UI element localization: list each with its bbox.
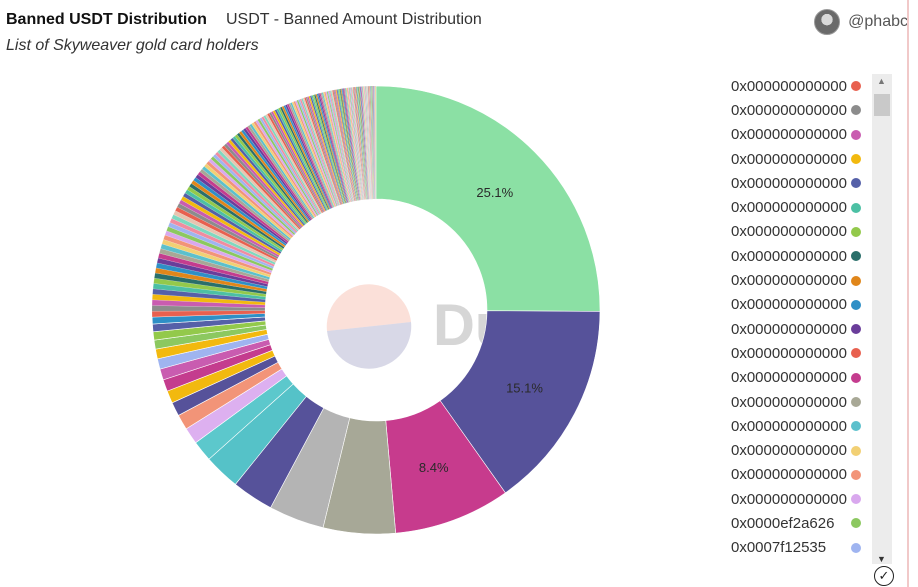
legend-swatch [851,518,861,529]
legend-label: 0x000000000000 [731,417,847,435]
legend-item[interactable]: 0x000000000000 [727,317,893,341]
legend-swatch [851,275,861,286]
dune-logo-lower-icon [327,322,412,369]
legend-label: 0x000000000000 [731,344,847,362]
legend-label: 0x000000000000 [731,442,847,460]
legend-item[interactable]: 0x000000000000 [727,341,893,365]
legend-item[interactable]: 0x000000000000 [727,414,893,438]
legend-item[interactable]: 0x000000000000 [727,268,893,292]
dune-logo-upper-icon [326,284,411,331]
legend-swatch [851,469,861,480]
panel-edge [907,0,909,587]
scroll-up-arrow-icon[interactable]: ▲ [877,76,886,86]
legend-label: 0x000000000000 [731,77,847,95]
chart-header: Banned USDT Distribution USDT - Banned A… [6,9,908,35]
legend-label: 0x000000000000 [731,320,847,338]
legend-item[interactable]: 0x000000000000 [727,195,893,219]
legend-label: 0x000000000000 [731,466,847,484]
legend-item[interactable]: 0x0000ef2a626 [727,511,893,535]
legend-swatch [851,154,861,165]
legend-item[interactable]: 0x000000000000 [727,487,893,511]
legend-swatch [851,494,861,505]
legend-item[interactable]: 0x000000000000 [727,463,893,487]
query-name[interactable]: USDT - Banned Amount Distribution [226,11,482,28]
legend-label: 0x000000000000 [731,174,847,192]
chart-title: Banned USDT Distribution [6,11,207,28]
legend-swatch [851,299,861,310]
legend-item[interactable]: 0x000000000000 [727,390,893,414]
slice-label: 15.1% [506,380,543,395]
legend-label: 0x000000000000 [731,101,847,119]
pie-slices [151,85,601,535]
scrollbar-thumb[interactable] [874,94,890,116]
legend-item[interactable]: 0x000000000000 [727,171,893,195]
slice-label: 25.1% [476,185,513,200]
legend-item[interactable]: 0x000000000000 [727,147,893,171]
pie-labels: 25.1% 15.1% 8.4% [419,185,543,475]
slice-label: 8.4% [419,460,449,475]
legend-label: 0x000000000000 [731,393,847,411]
legend-label: 0x000000000000 [731,247,847,265]
legend-label: 0x000000000000 [731,490,847,508]
legend-item[interactable]: 0x000000000000 [727,244,893,268]
legend-item[interactable]: 0x000000000000 [727,293,893,317]
legend-label: 0x000000000000 [731,272,847,290]
legend-item[interactable]: 0x0007f12535 [727,536,893,560]
legend-swatch [851,421,861,432]
legend-swatch [851,542,861,553]
legend: 0x000000000000 0x000000000000 0x0000000000… [727,74,893,564]
legend-swatch [851,202,861,213]
legend-item[interactable]: 0x000000000000 [727,438,893,462]
legend-item[interactable]: 0x000000000000 [727,123,893,147]
legend-swatch [851,178,861,189]
legend-label: 0x000000000000 [731,126,847,144]
legend-label: 0x0000ef2a626 [731,514,835,532]
legend-label: 0x000000000000 [731,369,847,387]
chart-description: List of Skyweaver gold card holders [6,37,259,54]
author-badge[interactable]: @phabc [814,9,908,35]
check-icon[interactable]: ✓ [874,566,894,586]
legend-item[interactable]: 0x000000000000 [727,74,893,98]
legend-label: 0x000000000000 [731,296,847,314]
legend-swatch [851,397,861,407]
legend-swatch [851,445,861,456]
legend-item[interactable]: 0x000000000000 [727,220,893,244]
legend-swatch [851,81,861,92]
legend-label: 0x000000000000 [731,223,847,241]
legend-item[interactable]: 0x000000000000 [727,98,893,122]
legend-item[interactable]: 0x000000000000 [727,366,893,390]
legend-label: 0x0007f12535 [731,539,827,557]
legend-swatch [851,348,861,359]
legend-swatch [851,129,861,140]
legend-label: 0x000000000000 [731,199,847,217]
legend-swatch [851,372,861,383]
legend-scrollbar[interactable]: ▲ ▼ [872,74,892,564]
legend-swatch [851,105,861,116]
scroll-down-arrow-icon[interactable]: ▼ [877,554,886,564]
author-name[interactable]: @phabc [848,13,908,30]
legend-label: 0x000000000000 [731,150,847,168]
legend-item[interactable]: 0x000f...40574 [727,560,893,565]
legend-swatch [851,226,861,237]
legend-swatch [851,251,861,262]
pie-slice[interactable] [439,310,601,494]
donut-chart: Dune 25.1%15.1%8.4% [151,85,601,535]
pie-slice[interactable] [375,85,601,312]
legend-swatch [851,324,861,335]
avatar[interactable] [814,9,841,35]
